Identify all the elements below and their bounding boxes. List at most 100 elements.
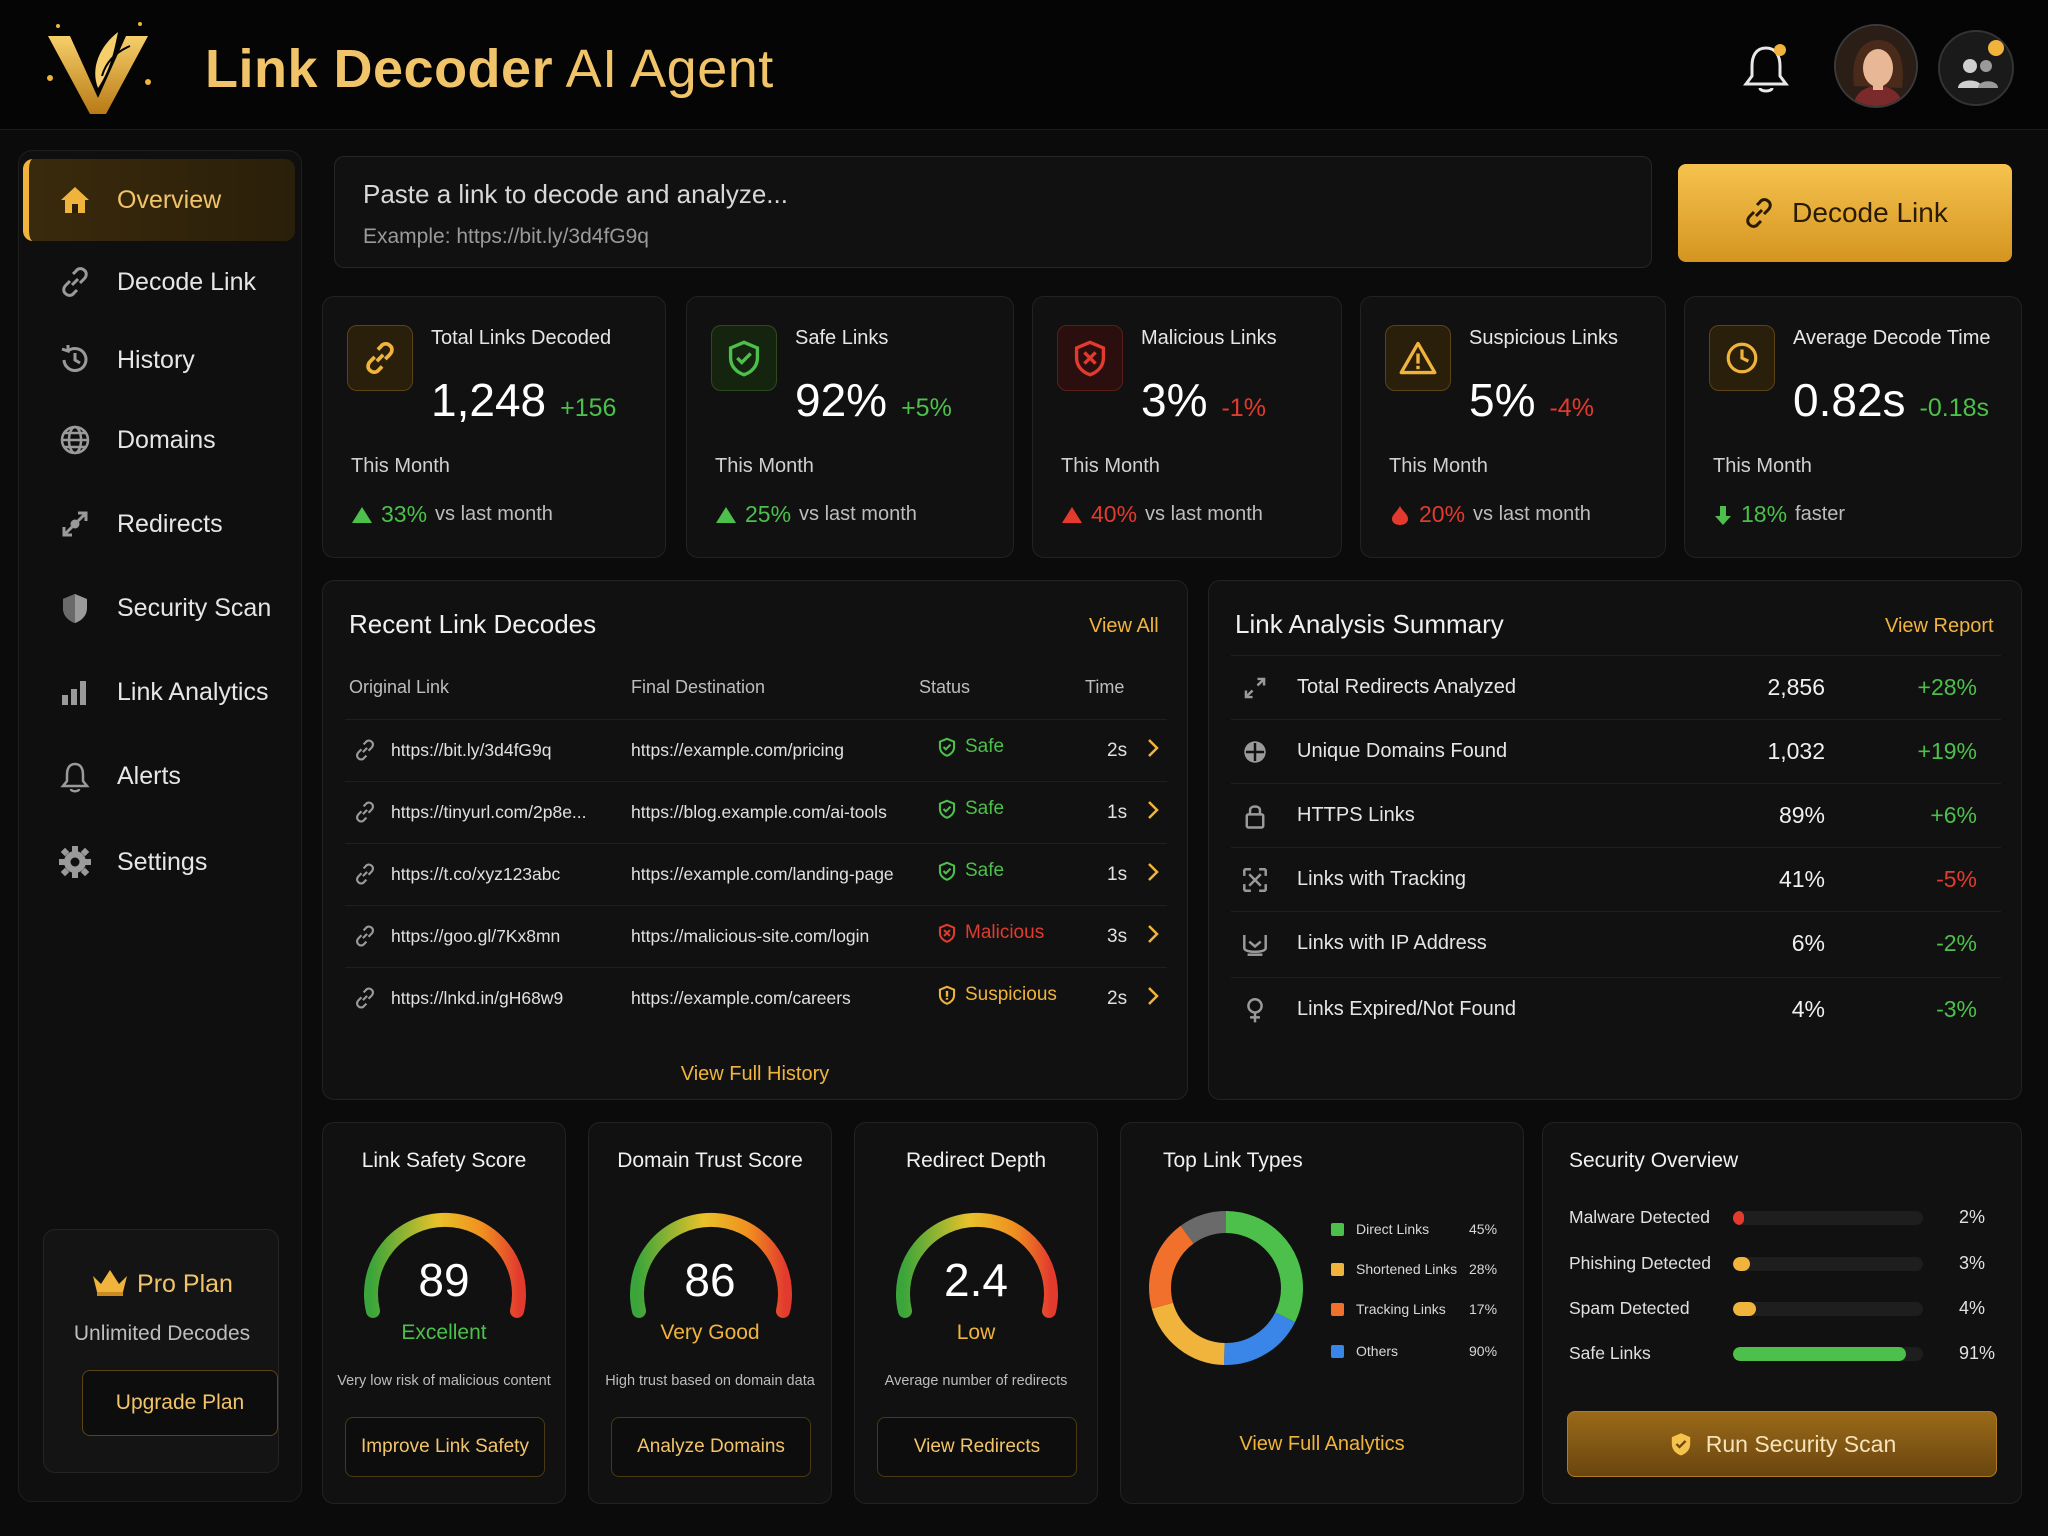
status-label: Malicious bbox=[965, 922, 1045, 943]
sidebar-item-label: Settings bbox=[117, 847, 208, 876]
view-all-link[interactable]: View All bbox=[1089, 615, 1159, 637]
donut-chart bbox=[1149, 1211, 1303, 1365]
stat-title: Average Decode Time bbox=[1793, 327, 1991, 349]
security-pct: 91% bbox=[1959, 1343, 1996, 1363]
view-redirects-button[interactable]: View Redirects bbox=[877, 1417, 1077, 1477]
donut-segment-tracking bbox=[1149, 1211, 1303, 1365]
summary-value: 89% bbox=[1778, 802, 1825, 828]
final-destination[interactable]: https://example.com/pricing bbox=[631, 740, 845, 760]
view-full-history-link[interactable]: View Full History bbox=[680, 1063, 830, 1085]
shield-icon bbox=[1671, 1433, 1690, 1456]
stat-compare: 18% faster bbox=[1713, 501, 1845, 528]
arrow-down-icon bbox=[1715, 505, 1731, 525]
security-pct: 3% bbox=[1959, 1253, 1986, 1273]
decode-link-button[interactable]: Decode Link bbox=[1678, 164, 2012, 262]
link-icon bbox=[356, 801, 374, 823]
stat-period: This Month bbox=[1061, 455, 1160, 477]
legend-label: Tracking Links bbox=[1356, 1301, 1446, 1317]
original-link[interactable]: https://bit.ly/3d4fG9q bbox=[391, 740, 552, 760]
stat-compare: 33% vs last month bbox=[351, 501, 553, 528]
security-pct: 4% bbox=[1959, 1298, 1986, 1318]
table-row[interactable]: https://lnkd.in/gH68w9 https://example.c… bbox=[345, 967, 1167, 1029]
sidebar-item-security-scan[interactable]: Security Scan bbox=[23, 567, 295, 649]
run-security-scan-button[interactable]: Run Security Scan bbox=[1567, 1411, 1997, 1477]
table-row[interactable]: https://tinyurl.com/2p8e... https://blog… bbox=[345, 781, 1167, 843]
original-link[interactable]: https://tinyurl.com/2p8e... bbox=[391, 802, 587, 822]
summary-delta: -2% bbox=[1936, 930, 1977, 956]
sidebar-item-link-analytics[interactable]: Link Analytics bbox=[23, 651, 295, 733]
original-link[interactable]: https://t.co/xyz123abc bbox=[391, 864, 561, 884]
link-icon bbox=[356, 925, 374, 947]
sidebar-item-overview[interactable]: Overview bbox=[23, 159, 295, 241]
analyze-domains-button[interactable]: Analyze Domains bbox=[611, 1417, 811, 1477]
sidebar-item-decode-link[interactable]: Decode Link bbox=[23, 241, 295, 323]
stat-card-average-decode-time: Average Decode Time 0.82s -0.18s This Mon… bbox=[1684, 296, 2022, 558]
sidebar-item-alerts[interactable]: Alerts bbox=[23, 735, 295, 817]
sidebar-item-history[interactable]: History bbox=[23, 319, 295, 401]
stat-period: This Month bbox=[1713, 455, 1812, 477]
link-input[interactable]: Paste a link to decode and analyze... Ex… bbox=[334, 156, 1652, 268]
final-destination[interactable]: https://blog.example.com/ai-tools bbox=[631, 802, 887, 822]
final-destination[interactable]: https://malicious-site.com/login bbox=[631, 926, 870, 946]
stat-value-number: 92% bbox=[795, 374, 888, 426]
summary-label: Unique Domains Found bbox=[1297, 740, 1508, 762]
view-report-link[interactable]: View Report bbox=[1885, 615, 1994, 637]
gauge-rating: Very Good bbox=[660, 1321, 760, 1344]
security-bar bbox=[1733, 1257, 1923, 1271]
final-destination[interactable]: https://example.com/careers bbox=[631, 988, 851, 1008]
summary-value: 6% bbox=[1791, 930, 1825, 956]
view-full-analytics-link[interactable]: View Full Analytics bbox=[1239, 1433, 1405, 1455]
sidebar-item-settings[interactable]: Settings bbox=[23, 821, 295, 903]
arrow-up-icon bbox=[1062, 506, 1082, 523]
stat-delta: -0.18s bbox=[1919, 394, 1990, 422]
sidebar-item-label: Overview bbox=[117, 185, 222, 214]
security-bar-fill bbox=[1733, 1302, 1756, 1316]
legend-label: Others bbox=[1356, 1343, 1399, 1359]
original-link[interactable]: https://goo.gl/7Kx8mn bbox=[391, 926, 561, 946]
upgrade-plan-button[interactable]: Upgrade Plan bbox=[82, 1370, 278, 1436]
broken-link-icon bbox=[1247, 998, 1263, 1023]
gauge-title: Link Safety Score bbox=[361, 1149, 527, 1172]
gauge-card-domain-trust: Domain Trust Score 86 Very Good High tru… bbox=[588, 1122, 832, 1504]
summary-value: 2,856 bbox=[1767, 674, 1825, 700]
sidebar-item-domains[interactable]: Domains bbox=[23, 399, 295, 481]
decode-time: 3s bbox=[1107, 926, 1128, 947]
column-header-status: Status bbox=[919, 677, 971, 697]
improve-link-safety-button[interactable]: Improve Link Safety bbox=[345, 1417, 545, 1477]
security-bar-fill bbox=[1733, 1211, 1745, 1225]
user-avatar[interactable] bbox=[1834, 24, 1918, 108]
stat-value: 92% +5% bbox=[795, 373, 952, 427]
chevron-right-icon[interactable] bbox=[1145, 798, 1161, 822]
summary-value: 41% bbox=[1778, 866, 1825, 892]
stat-compare-pct: 33% bbox=[381, 501, 428, 527]
security-overview-panel: Security Overview Malware Detected 2% Ph… bbox=[1542, 1122, 2022, 1504]
pro-plan-subtitle: Unlimited Decodes bbox=[73, 1322, 251, 1345]
stat-delta: -4% bbox=[1549, 394, 1594, 422]
shield-x-icon bbox=[1057, 325, 1123, 391]
table-row[interactable]: https://t.co/xyz123abc https://example.c… bbox=[345, 843, 1167, 905]
summary-value: 1,032 bbox=[1767, 738, 1825, 764]
chevron-right-icon[interactable] bbox=[1145, 984, 1161, 1008]
stat-compare-pct: 25% bbox=[745, 501, 792, 527]
chevron-right-icon[interactable] bbox=[1145, 736, 1161, 760]
final-destination[interactable]: https://example.com/landing-page bbox=[631, 864, 894, 884]
sidebar-item-redirects[interactable]: Redirects bbox=[23, 483, 295, 565]
team-button[interactable] bbox=[1938, 30, 2014, 106]
table-row[interactable]: https://goo.gl/7Kx8mn https://malicious-… bbox=[345, 905, 1167, 967]
legend-item: Shortened Links bbox=[1331, 1261, 1457, 1277]
stat-compare: 20% vs last month bbox=[1389, 501, 1591, 528]
original-link[interactable]: https://lnkd.in/gH68w9 bbox=[391, 988, 564, 1008]
stat-title: Malicious Links bbox=[1141, 327, 1277, 349]
app-title-bold: Link Decoder bbox=[205, 39, 554, 99]
chevron-right-icon[interactable] bbox=[1145, 860, 1161, 884]
gauge-arc bbox=[364, 1212, 526, 1318]
sidebar: Overview Decode Link History Domains Red… bbox=[18, 150, 302, 1502]
link-icon bbox=[356, 739, 374, 761]
shield-warning-icon bbox=[938, 985, 956, 1005]
gauge-arc bbox=[630, 1212, 792, 1318]
summary-value: 4% bbox=[1791, 996, 1825, 1022]
chevron-right-icon[interactable] bbox=[1145, 922, 1161, 946]
notifications-bell-icon[interactable] bbox=[1740, 40, 1792, 96]
status-label: Safe bbox=[965, 736, 1005, 757]
table-row[interactable]: https://bit.ly/3d4fG9q https://example.c… bbox=[345, 719, 1167, 781]
